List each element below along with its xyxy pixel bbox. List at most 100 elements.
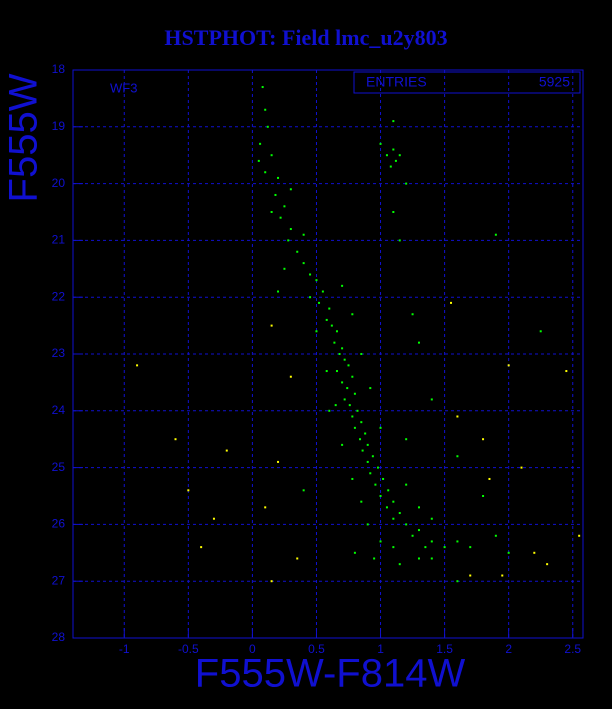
point [456,580,459,583]
point [325,318,328,321]
point [482,438,485,441]
point [351,415,354,418]
point [456,540,459,543]
point [136,364,139,367]
point [309,273,312,276]
point [257,159,260,162]
point [338,353,341,355]
point [341,347,344,350]
y-tick-label: 28 [52,630,66,644]
point [469,546,472,549]
point [376,466,379,469]
point [392,517,395,520]
point [330,324,333,327]
point [266,125,269,128]
point [360,421,363,424]
x-tick-label: 2 [505,642,512,656]
point [270,211,273,213]
point [343,398,346,401]
point [405,438,408,441]
point [264,506,267,509]
point [374,483,377,486]
x-tick-label: 2.5 [564,642,581,656]
point [296,250,299,253]
point [318,301,321,304]
point [494,534,497,537]
point [364,432,367,435]
y-tick-label: 19 [52,119,66,133]
point [259,142,262,145]
point [351,313,354,316]
point [379,426,382,429]
point [398,512,401,515]
point [187,489,190,492]
point [565,370,568,373]
point [398,239,401,242]
point [392,211,395,213]
x-tick-label: 1.5 [436,642,453,656]
point [353,426,356,429]
point [366,523,369,526]
point [379,142,382,145]
y-tick-label: 22 [52,289,66,303]
point [289,375,292,378]
point [387,489,390,492]
point [533,551,536,554]
point [302,489,305,492]
point [546,563,549,566]
point [398,154,401,157]
point [385,506,388,509]
y-tick-label: 25 [52,460,66,474]
x-tick-label: -1 [119,642,130,656]
point [360,353,363,355]
point [392,148,395,151]
point [302,262,305,265]
y-tick-label: 27 [52,573,66,587]
point [309,296,312,299]
point [174,438,177,441]
point [341,381,344,384]
point [494,233,497,236]
annotation: WF3 [110,80,137,95]
point [369,387,372,390]
point [277,176,280,179]
x-tick-label: 0 [249,642,256,656]
point [359,438,362,441]
point [261,86,264,89]
point [392,500,395,503]
point [482,495,485,497]
point [398,563,401,566]
point [270,580,273,583]
point [212,517,215,520]
point [277,290,280,293]
point [361,449,364,452]
point [539,330,542,333]
point [277,460,280,463]
point [385,154,388,157]
stats-value: 5925 [539,74,570,90]
point [366,460,369,463]
point [411,313,414,316]
point [270,154,273,157]
point [225,449,228,452]
point [501,574,504,577]
point [456,455,459,458]
point [328,307,331,310]
point [328,409,331,412]
point [417,557,420,560]
point [334,404,337,407]
point [315,330,318,333]
y-tick-label: 21 [52,233,66,247]
point [341,284,344,287]
point [302,233,305,236]
point [283,205,286,208]
point [274,193,277,196]
point [369,472,372,475]
point [360,500,363,503]
y-tick-label: 23 [52,346,66,360]
point [351,375,354,378]
point [373,557,376,560]
point [283,267,286,270]
